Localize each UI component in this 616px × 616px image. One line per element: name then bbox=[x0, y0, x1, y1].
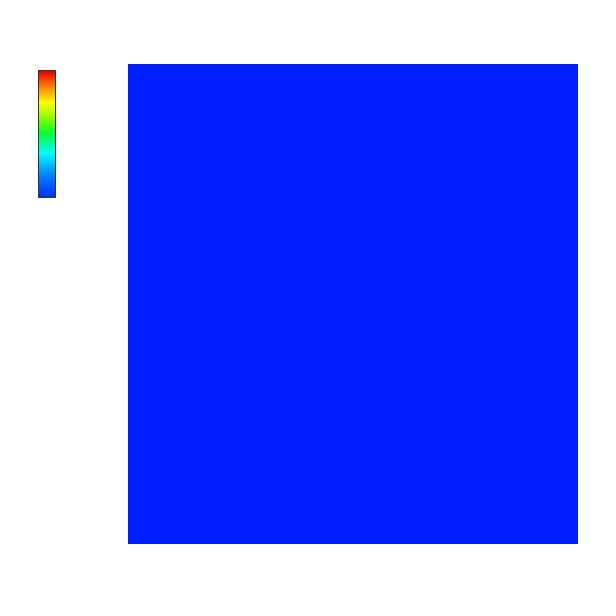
colorbar-gradient bbox=[38, 70, 56, 198]
pseudocolor-canvas bbox=[128, 64, 578, 544]
colorbar bbox=[38, 70, 56, 198]
plot-area bbox=[128, 64, 578, 544]
figure-container: { "meta": { "db_label": "DB: rho_6ll_zer… bbox=[0, 0, 616, 616]
